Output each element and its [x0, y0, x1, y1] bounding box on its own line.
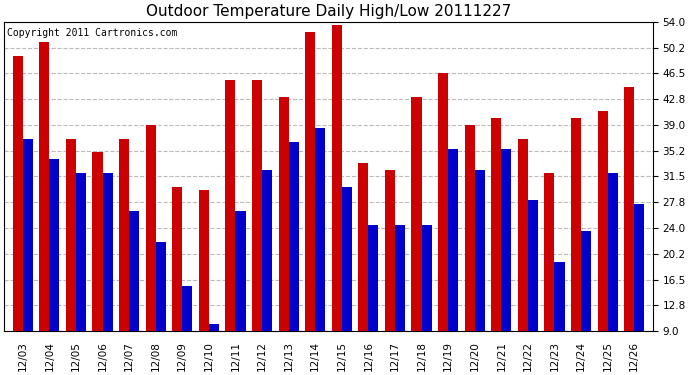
Bar — [528, 201, 538, 331]
Bar — [119, 139, 129, 331]
Bar — [385, 170, 395, 331]
Bar — [518, 139, 528, 331]
Bar — [199, 190, 209, 331]
Bar — [368, 225, 379, 331]
Bar — [103, 173, 112, 331]
Bar — [129, 211, 139, 331]
Bar — [555, 262, 564, 331]
Bar — [358, 163, 368, 331]
Bar — [172, 187, 182, 331]
Bar — [411, 98, 422, 331]
Bar — [544, 173, 555, 331]
Bar — [66, 139, 76, 331]
Bar — [438, 73, 448, 331]
Bar — [315, 128, 325, 331]
Bar — [209, 324, 219, 331]
Bar — [226, 80, 235, 331]
Title: Outdoor Temperature Daily High/Low 20111227: Outdoor Temperature Daily High/Low 20111… — [146, 4, 511, 19]
Bar — [448, 149, 458, 331]
Text: Copyright 2011 Cartronics.com: Copyright 2011 Cartronics.com — [8, 28, 178, 38]
Bar — [422, 225, 432, 331]
Bar — [235, 211, 246, 331]
Bar — [491, 118, 502, 331]
Bar — [624, 87, 634, 331]
Bar — [502, 149, 511, 331]
Bar — [279, 98, 288, 331]
Bar — [76, 173, 86, 331]
Bar — [39, 42, 50, 331]
Bar — [571, 118, 581, 331]
Bar — [288, 142, 299, 331]
Bar — [146, 125, 156, 331]
Bar — [634, 204, 644, 331]
Bar — [252, 80, 262, 331]
Bar — [464, 125, 475, 331]
Bar — [12, 56, 23, 331]
Bar — [262, 170, 272, 331]
Bar — [23, 139, 33, 331]
Bar — [395, 225, 405, 331]
Bar — [182, 286, 193, 331]
Bar — [342, 187, 352, 331]
Bar — [598, 111, 608, 331]
Bar — [50, 159, 59, 331]
Bar — [581, 231, 591, 331]
Bar — [475, 170, 485, 331]
Bar — [332, 25, 342, 331]
Bar — [608, 173, 618, 331]
Bar — [92, 152, 103, 331]
Bar — [305, 32, 315, 331]
Bar — [156, 242, 166, 331]
